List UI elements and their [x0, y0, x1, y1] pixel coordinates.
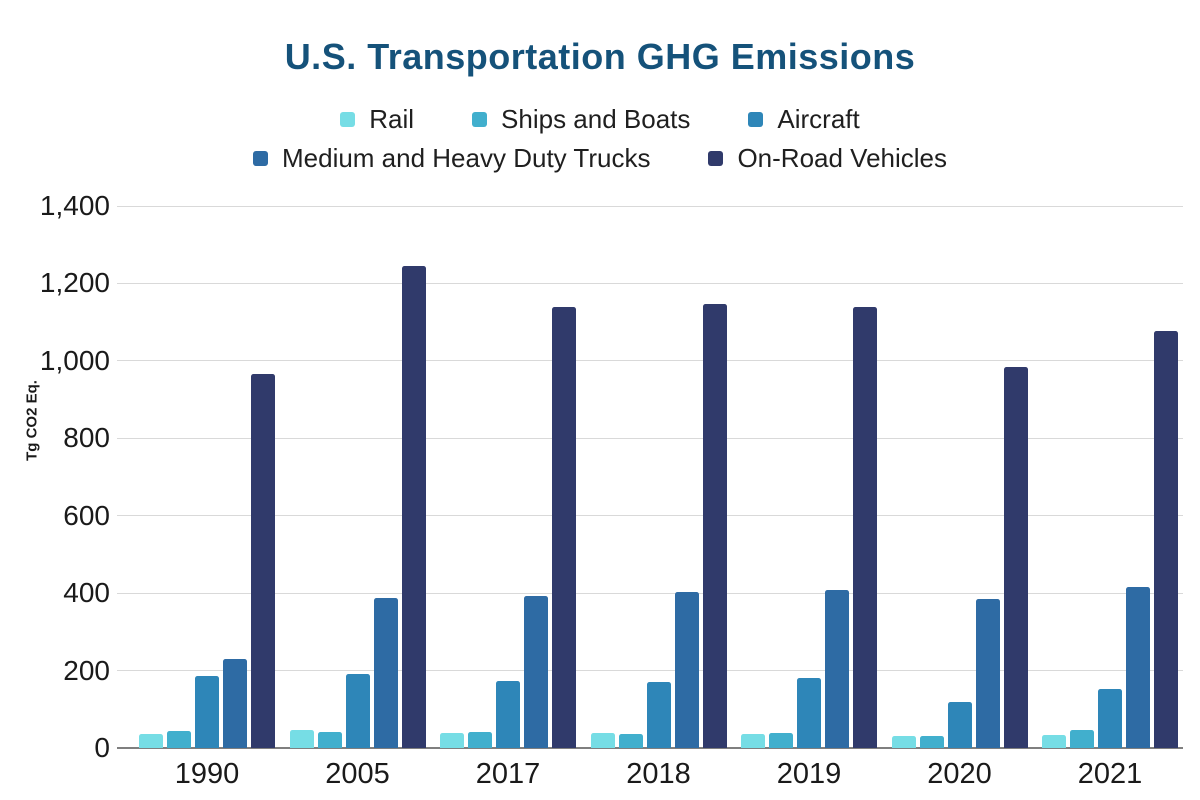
bar-1990-on-road-vehicles — [251, 374, 275, 748]
bar-1990-medium-and-heavy-duty-trucks — [223, 658, 247, 748]
gridline-1200 — [117, 282, 1183, 284]
bar-2005-aircraft — [345, 674, 370, 748]
legend-item-on-road-vehicles: On-Road Vehicles — [708, 143, 947, 174]
bar-2019-ships-and-boats — [769, 733, 793, 748]
chart-title: U.S. Transportation GHG Emissions — [284, 36, 916, 77]
bar-2020-aircraft — [947, 701, 972, 748]
y-tick-label-800: 800 — [63, 422, 110, 454]
gridline-800 — [117, 437, 1183, 439]
bar-2019-on-road-vehicles — [853, 307, 877, 748]
bar-2018-medium-and-heavy-duty-trucks — [674, 591, 699, 748]
legend-label-rail: Rail — [369, 104, 415, 134]
legend-swatch-ships-and-boats — [472, 112, 488, 127]
bar-2021-aircraft — [1098, 689, 1122, 748]
legend-item-rail: Rail — [340, 104, 414, 135]
legend-label-ships-and-boats: Ships and Boats — [501, 104, 691, 134]
bar-1990-ships-and-boats — [167, 730, 191, 748]
y-tick-label-200: 200 — [63, 654, 110, 686]
bar-2019-rail — [741, 733, 765, 748]
x-tick-label-1990: 1990 — [174, 758, 240, 790]
bar-2020-rail — [891, 735, 916, 748]
x-tick-label-2005: 2005 — [325, 758, 390, 790]
legend-swatch-medium-and-heavy-duty-trucks — [252, 151, 268, 166]
bar-2021-medium-and-heavy-duty-trucks — [1126, 587, 1150, 748]
bar-2005-ships-and-boats — [317, 732, 342, 748]
y-tick-label-600: 600 — [63, 499, 110, 531]
bar-2017-on-road-vehicles — [552, 307, 576, 748]
legend-swatch-rail — [340, 112, 356, 127]
bar-2019-medium-and-heavy-duty-trucks — [825, 590, 849, 748]
bar-2021-ships-and-boats — [1070, 729, 1094, 748]
y-tick-label-0: 0 — [94, 732, 110, 763]
bar-2017-rail — [440, 732, 464, 748]
legend-row-1: Rail Ships and Boats Aircraft — [0, 104, 1200, 135]
y-tick-label-1200: 1,200 — [39, 267, 110, 299]
legend-label-aircraft: Aircraft — [777, 104, 860, 134]
bar-2019-aircraft — [797, 677, 821, 748]
bar-2018-on-road-vehicles — [702, 303, 727, 748]
legend-item-ships-and-boats: Ships and Boats — [472, 104, 690, 135]
y-tick-label-400: 400 — [63, 577, 110, 609]
bar-2021-on-road-vehicles — [1154, 331, 1178, 748]
bar-2021-rail — [1042, 735, 1066, 748]
y-tick-label-1000: 1,000 — [39, 344, 110, 376]
x-tick-label-2020: 2020 — [927, 758, 992, 790]
bar-2018-ships-and-boats — [618, 733, 643, 748]
bar-2020-medium-and-heavy-duty-trucks — [975, 598, 1000, 748]
y-tick-label-1400: 1,400 — [39, 190, 110, 221]
bar-1990-rail — [139, 734, 163, 748]
bar-2005-rail — [289, 729, 314, 748]
legend-row-2: Medium and Heavy Duty Trucks On-Road Vehi… — [0, 143, 1200, 174]
legend-item-aircraft: Aircraft — [748, 104, 860, 135]
legend-swatch-aircraft — [748, 112, 764, 127]
bar-2017-ships-and-boats — [468, 731, 492, 748]
bar-2020-on-road-vehicles — [1003, 366, 1028, 748]
x-axis-line — [117, 747, 1183, 749]
bar-1990-aircraft — [195, 675, 219, 748]
x-tick-label-2019: 2019 — [776, 758, 842, 790]
x-tick-label-2018: 2018 — [626, 758, 691, 790]
bar-2017-aircraft — [496, 681, 520, 748]
x-tick-label-2017: 2017 — [475, 758, 541, 790]
bar-2018-aircraft — [646, 681, 671, 748]
bar-2005-medium-and-heavy-duty-trucks — [373, 597, 398, 748]
gridline-200 — [117, 670, 1183, 672]
legend-item-medium-and-heavy-duty-trucks: Medium and Heavy Duty Trucks — [252, 143, 651, 174]
bar-2005-on-road-vehicles — [401, 266, 426, 748]
bar-2017-medium-and-heavy-duty-trucks — [524, 596, 548, 748]
gridline-1000 — [117, 360, 1183, 362]
gridline-400 — [117, 592, 1183, 594]
legend-label-on-road-vehicles: On-Road Vehicles — [737, 143, 948, 173]
gridline-600 — [117, 515, 1183, 517]
x-tick-label-2021: 2021 — [1077, 758, 1143, 790]
legend-label-medium-and-heavy-duty-trucks: Medium and Heavy Duty Trucks — [281, 143, 651, 173]
gridline-1400 — [117, 205, 1183, 207]
legend-swatch-on-road-vehicles — [708, 151, 724, 166]
bar-2018-rail — [590, 732, 615, 748]
bar-2020-ships-and-boats — [919, 736, 944, 748]
